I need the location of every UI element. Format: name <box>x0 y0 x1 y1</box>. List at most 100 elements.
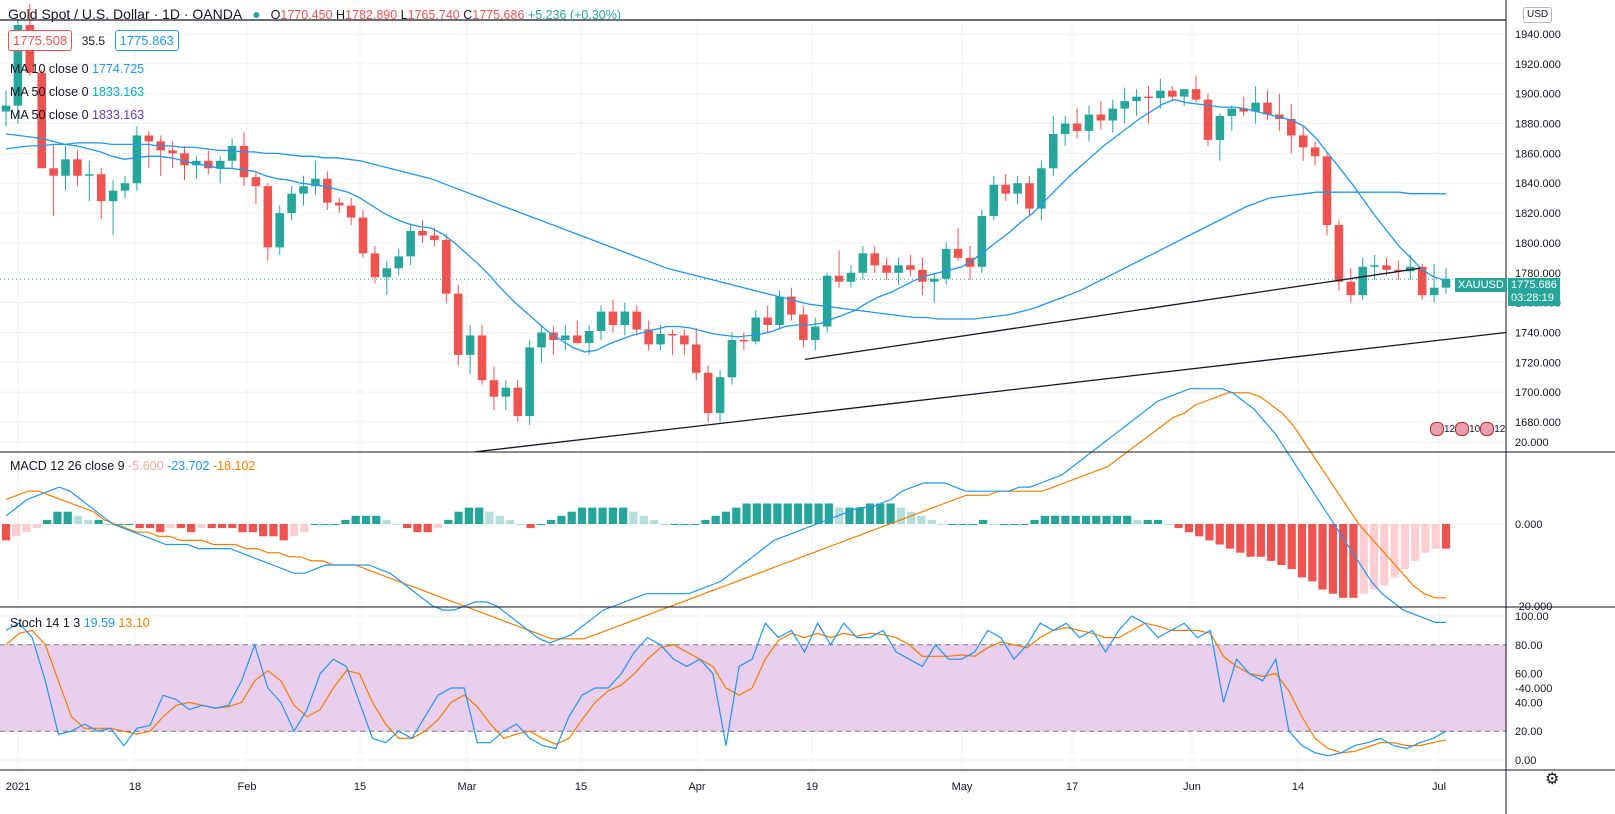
candle-body <box>644 329 653 345</box>
candle-body <box>977 216 987 267</box>
stoch-k-line <box>5 615 1447 757</box>
macd-tick-label: 20.000 <box>1515 437 1549 449</box>
price-tick-label: 1720.000 <box>1515 357 1561 369</box>
candle-body <box>1108 108 1118 121</box>
macd-histogram-bar <box>1143 519 1152 524</box>
macd-histogram-bar <box>156 524 165 533</box>
ma50-line <box>5 142 1446 320</box>
time-tick-label: 14 <box>1292 781 1304 793</box>
flag-icon <box>1455 422 1470 437</box>
candle-body <box>1215 116 1225 140</box>
settings-gear-icon[interactable]: ⚙ <box>1545 771 1560 788</box>
macd-histogram-bar <box>680 524 689 525</box>
macd-histogram-bar <box>454 511 463 524</box>
candle-body <box>632 311 642 330</box>
currency-button[interactable]: USD <box>1523 7 1553 23</box>
candle-body <box>763 317 772 326</box>
macd-histogram-bar <box>1267 524 1276 561</box>
macd-histogram-bar <box>773 503 782 524</box>
candle-body <box>1167 90 1177 97</box>
macd-histogram-bar <box>12 524 21 537</box>
ohlc-readout: O1770.450 H1782.890 L1765.740 C1775.686 … <box>270 8 622 22</box>
macd-histogram-bar <box>1195 524 1204 537</box>
macd-histogram-bar <box>629 511 638 524</box>
price-tick-label: 1820.000 <box>1515 208 1561 220</box>
macd-histogram-bar <box>691 524 700 525</box>
macd-histogram-bar <box>166 524 175 529</box>
candle-body <box>1013 183 1022 194</box>
candle-body <box>1441 278 1451 288</box>
macd-histogram-bar <box>814 503 823 524</box>
macd-histogram-bar <box>1123 515 1132 524</box>
time-tick-label: 15 <box>354 781 366 793</box>
candle-body <box>1382 265 1391 270</box>
macd-histogram-bar <box>1184 524 1193 533</box>
macd-histogram-bar <box>475 507 484 524</box>
macd-histogram-bar <box>1081 515 1091 524</box>
macd-histogram-bar <box>84 519 93 524</box>
legend-macd[interactable]: MACD 12 26 close 9 -5.600 -23.702 -18.10… <box>10 459 256 473</box>
market-status-icon: ● <box>252 6 261 22</box>
macd-histogram-bar <box>372 515 381 524</box>
last-price-tag: 1775.686 03:28:19 <box>1508 278 1560 306</box>
macd-histogram-bar <box>1380 524 1389 586</box>
macd-histogram-bar <box>701 519 710 524</box>
legend-ma50-a[interactable]: MA 50 close 0 1833.163 <box>10 85 145 99</box>
candle-body <box>1322 156 1332 225</box>
macd-histogram-bar <box>1400 524 1409 570</box>
candle-body <box>1048 133 1058 169</box>
candle-body <box>382 268 392 278</box>
macd-histogram-bar <box>619 507 628 524</box>
trendline <box>804 267 1421 360</box>
macd-histogram-bar <box>896 507 905 524</box>
candle-body <box>941 248 951 279</box>
candle-body <box>1429 287 1439 296</box>
candle-body <box>882 265 891 273</box>
macd-histogram-bar <box>22 524 31 533</box>
macd-histogram-bar <box>43 519 52 524</box>
events-marker[interactable]: 12 10 12 <box>1430 422 1505 438</box>
macd-histogram-bar <box>485 511 494 524</box>
macd-histogram-bar <box>1318 524 1327 590</box>
symbol-tag: XAUUSD <box>1455 278 1507 292</box>
macd-histogram-bar <box>793 503 803 524</box>
macd-histogram-bar <box>598 507 607 524</box>
macd-histogram-bar <box>845 507 854 524</box>
macd-histogram-bar <box>217 524 227 529</box>
candle-body <box>620 311 630 326</box>
macd-histogram-bar <box>464 507 473 524</box>
legend-ma50-b[interactable]: MA 50 close 0 1833.163 <box>10 108 145 122</box>
macd-histogram-bar <box>238 524 247 533</box>
macd-histogram-bar <box>187 524 196 533</box>
candle-body <box>596 311 606 331</box>
macd-histogram-bar <box>351 515 360 524</box>
candle-body <box>1096 114 1106 121</box>
stoch-tick-label: 0.00 <box>1515 755 1536 767</box>
macd-histogram-bar <box>1 524 11 541</box>
candle-body <box>299 186 308 194</box>
candle-body <box>323 178 332 203</box>
candle-body <box>1001 184 1010 194</box>
time-tick-label: 17 <box>1066 781 1078 793</box>
macd-histogram-bar <box>917 515 926 524</box>
time-tick-label: Mar <box>458 781 477 793</box>
macd-histogram-bar <box>1328 524 1337 594</box>
legend-ma10[interactable]: MA 10 close 0 1774.725 <box>10 62 145 76</box>
candle-body <box>477 335 487 381</box>
sell-button[interactable]: 1775.508 <box>8 30 73 51</box>
legend-stoch[interactable]: Stoch 14 1 3 19.59 13.10 <box>10 616 150 630</box>
candle-body <box>501 387 511 397</box>
macd-histogram-bar <box>269 524 278 537</box>
time-tick-label: May <box>952 781 973 793</box>
candle-body <box>1406 266 1415 272</box>
candle-body <box>418 230 427 236</box>
candle-body <box>1084 114 1094 131</box>
candle-body <box>215 160 225 169</box>
macd-histogram-bar <box>145 524 155 529</box>
time-tick-label: Jul <box>1432 781 1446 793</box>
macd-histogram-bar <box>423 524 432 533</box>
candle-body <box>1263 102 1272 115</box>
candle-body <box>96 174 106 202</box>
buy-button[interactable]: 1775.863 <box>114 30 179 51</box>
